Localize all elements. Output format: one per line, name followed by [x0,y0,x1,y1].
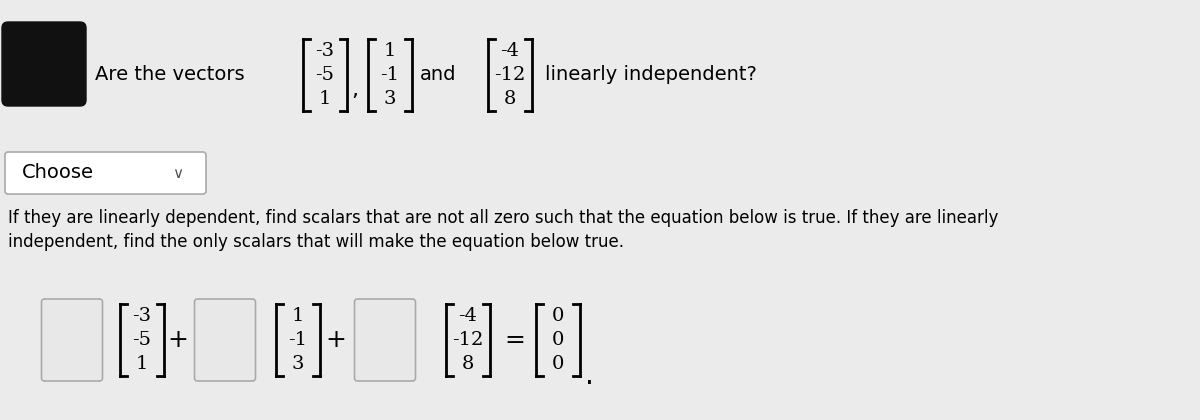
Text: and: and [420,66,456,84]
Text: 0: 0 [552,331,564,349]
Text: +: + [168,328,188,352]
Text: =: = [504,328,526,352]
Text: -5: -5 [132,331,151,349]
Text: 3: 3 [292,355,305,373]
Text: 8: 8 [462,355,474,373]
Text: linearly independent?: linearly independent? [545,66,757,84]
Text: 0: 0 [552,355,564,373]
Text: -3: -3 [316,42,335,60]
FancyBboxPatch shape [42,299,102,381]
Text: ,: , [352,80,358,100]
Text: -4: -4 [458,307,478,325]
Text: 1: 1 [319,90,331,108]
Text: 1: 1 [292,307,304,325]
Text: -1: -1 [380,66,400,84]
FancyBboxPatch shape [5,152,206,194]
Text: 3: 3 [384,90,396,108]
Text: independent, find the only scalars that will make the equation below true.: independent, find the only scalars that … [8,233,624,251]
Text: ∨: ∨ [173,166,184,181]
Text: Are the vectors: Are the vectors [95,66,245,84]
Text: -1: -1 [288,331,307,349]
Text: Choose: Choose [22,163,94,183]
Text: -5: -5 [316,66,335,84]
Text: -12: -12 [494,66,526,84]
FancyBboxPatch shape [2,22,86,106]
Text: 0: 0 [552,307,564,325]
Text: 8: 8 [504,90,516,108]
Text: 1: 1 [136,355,148,373]
Text: -3: -3 [132,307,151,325]
Text: 1: 1 [384,42,396,60]
Text: .: . [586,362,594,390]
Text: -12: -12 [452,331,484,349]
Text: If they are linearly dependent, find scalars that are not all zero such that the: If they are linearly dependent, find sca… [8,209,998,227]
FancyBboxPatch shape [194,299,256,381]
FancyBboxPatch shape [354,299,415,381]
Text: +: + [325,328,347,352]
Text: -4: -4 [500,42,520,60]
